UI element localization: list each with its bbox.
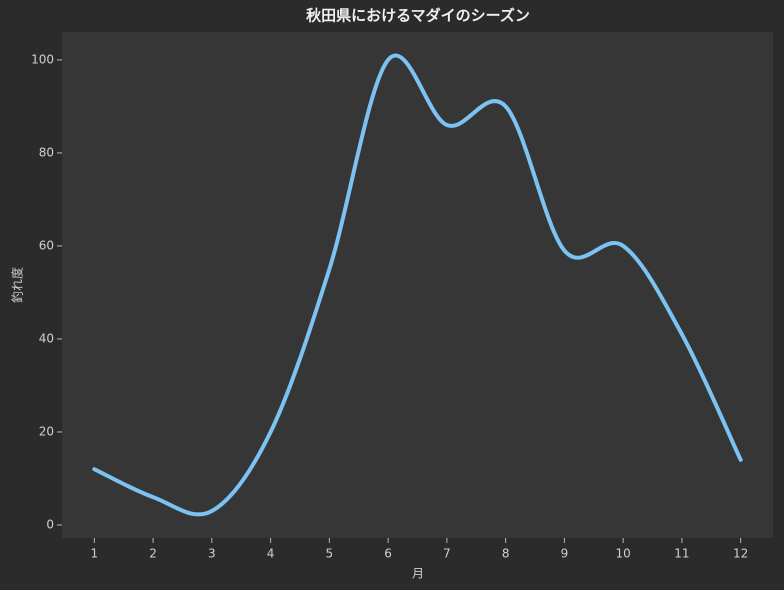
x-tick-label: 10 — [616, 547, 631, 561]
x-tick-label: 5 — [326, 547, 334, 561]
x-tick-label: 2 — [149, 547, 157, 561]
y-tick-label: 100 — [31, 52, 54, 66]
y-tick-label: 80 — [39, 145, 54, 159]
x-tick-label: 3 — [208, 547, 216, 561]
chart-title: 秋田県におけるマダイのシーズン — [306, 7, 530, 25]
y-tick-label: 60 — [39, 238, 54, 252]
x-tick-label: 9 — [561, 547, 569, 561]
x-axis-label: 月 — [412, 567, 424, 581]
x-tick-label: 4 — [267, 547, 275, 561]
y-tick-label: 0 — [46, 517, 54, 531]
y-tick-label: 40 — [39, 331, 54, 345]
y-tick-label: 20 — [39, 424, 54, 438]
x-tick-label: 11 — [674, 547, 689, 561]
y-axis-label: 釣れ度 — [10, 267, 25, 303]
x-tick-label: 6 — [384, 547, 392, 561]
x-tick-label: 7 — [443, 547, 451, 561]
x-tick-label: 1 — [90, 547, 98, 561]
x-tick-label: 8 — [502, 547, 510, 561]
x-tick-label: 12 — [733, 547, 748, 561]
plot-area — [62, 32, 773, 538]
line — [92, 53, 743, 517]
